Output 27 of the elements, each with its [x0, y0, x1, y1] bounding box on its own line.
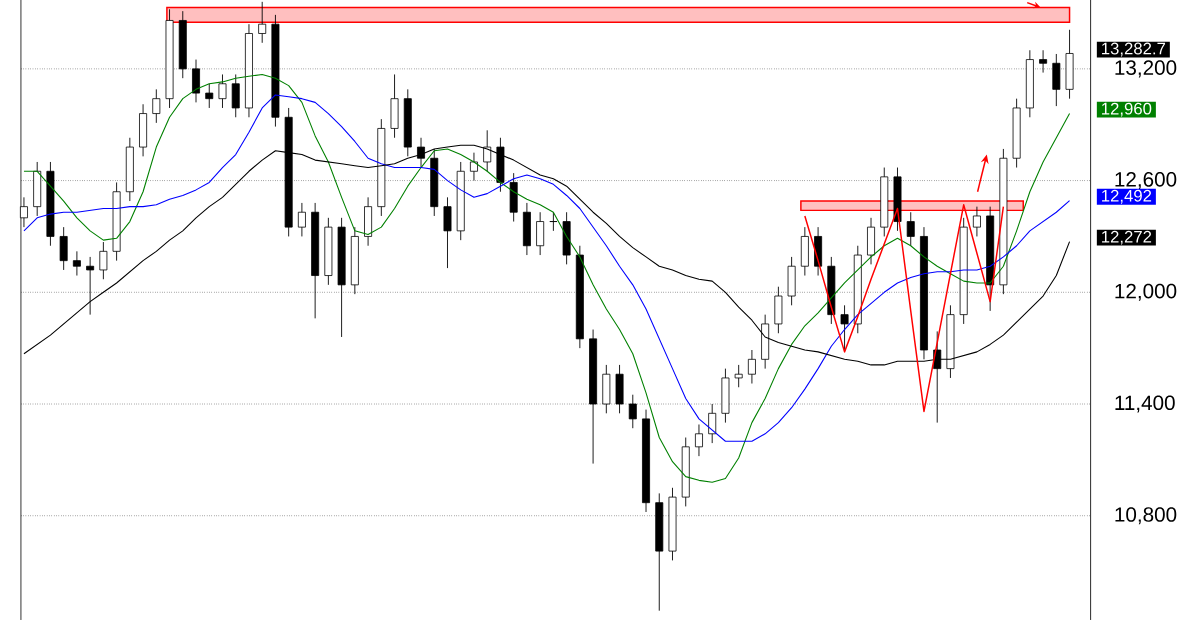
y-tick-label: 13,200 [1115, 60, 1177, 78]
text: 13,282.7 [1102, 42, 1166, 57]
candlestick [205, 83, 214, 109]
candlestick [99, 241, 108, 280]
candlestick [469, 152, 478, 182]
candlestick [218, 74, 227, 109]
y-tick-label: 12,000 [1115, 283, 1177, 301]
candlestick [297, 202, 306, 237]
line-series [23, 73, 1071, 483]
text: 12,492 [1102, 189, 1152, 204]
y-tick-label: 11,400 [1115, 395, 1175, 413]
candlestick [258, 1, 267, 44]
y-tick-label: 12,600 [1115, 172, 1177, 190]
candlestick [840, 304, 849, 351]
y-tick-label: 10,800 [1115, 507, 1177, 525]
candlestick [708, 403, 717, 444]
text: 12,960 [1102, 102, 1152, 117]
candlestick [72, 250, 81, 276]
candlestick [694, 424, 703, 457]
candlestick [906, 211, 915, 247]
candlestick [152, 88, 161, 124]
text: 12,272 [1102, 230, 1152, 245]
candlestick [972, 206, 981, 237]
candlestick [734, 364, 743, 388]
candlestick [747, 349, 756, 384]
candlestick [628, 394, 637, 429]
candlestick [86, 256, 95, 316]
